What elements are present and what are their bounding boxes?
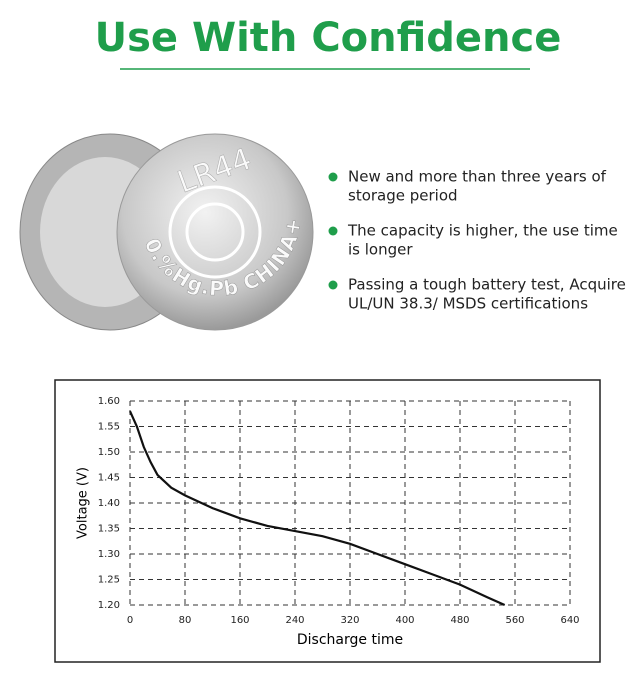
chart: 1.20 1.25 1.30 1.35 1.40 1.45 1.50 1.55 1.60 0 80 1… <box>76 396 580 648</box>
bullet-text: UL/UN 38.3/ MSDS certifications <box>348 295 588 313</box>
y-tick-label: 1.50 <box>98 447 120 458</box>
x-tick-label: 400 <box>395 615 414 626</box>
y-tick-label: 1.35 <box>98 524 120 535</box>
x-tick-label: 640 <box>560 615 579 626</box>
y-tick-label: 1.60 <box>98 396 120 407</box>
y-tick-label: 1.40 <box>98 498 120 509</box>
bullet-text: storage period <box>348 187 458 205</box>
y-tick-label: 1.55 <box>98 422 120 433</box>
x-tick-label: 0 <box>127 615 133 626</box>
bullet-text: New and more than three years of <box>348 168 607 186</box>
battery-front <box>116 133 314 331</box>
battery-image: LR44 0.%Hg.Pb CHINA+ <box>19 133 314 331</box>
y-axis-label: Voltage (V) <box>76 467 91 539</box>
bullet-text: The capacity is higher, the use time <box>347 222 618 240</box>
battery-ring <box>185 202 245 262</box>
y-tick-label: 1.45 <box>98 473 120 484</box>
bullet-list: New and more than three years ofstorage … <box>328 168 626 313</box>
x-axis-label: Discharge time <box>297 632 403 648</box>
bullet-dot <box>328 226 338 236</box>
voltage-curve <box>128 410 506 607</box>
y-tick-label: 1.30 <box>98 549 120 560</box>
battery-ring <box>168 185 262 279</box>
bullet-text: is longer <box>348 241 413 259</box>
y-tick-label: 1.20 <box>98 600 120 611</box>
x-tick-label: 80 <box>179 615 192 626</box>
x-tick-label: 160 <box>230 615 249 626</box>
x-tick-label: 240 <box>285 615 304 626</box>
bullet-dot <box>328 172 338 182</box>
x-tick-label: 480 <box>450 615 469 626</box>
bullet-text: Passing a tough battery test, Acquire <box>348 276 626 294</box>
x-tick-label: 320 <box>340 615 359 626</box>
x-tick-label: 560 <box>505 615 524 626</box>
y-tick-label: 1.25 <box>98 575 120 586</box>
bullet-dot <box>328 280 338 290</box>
title: Use With Confidence <box>95 15 562 61</box>
